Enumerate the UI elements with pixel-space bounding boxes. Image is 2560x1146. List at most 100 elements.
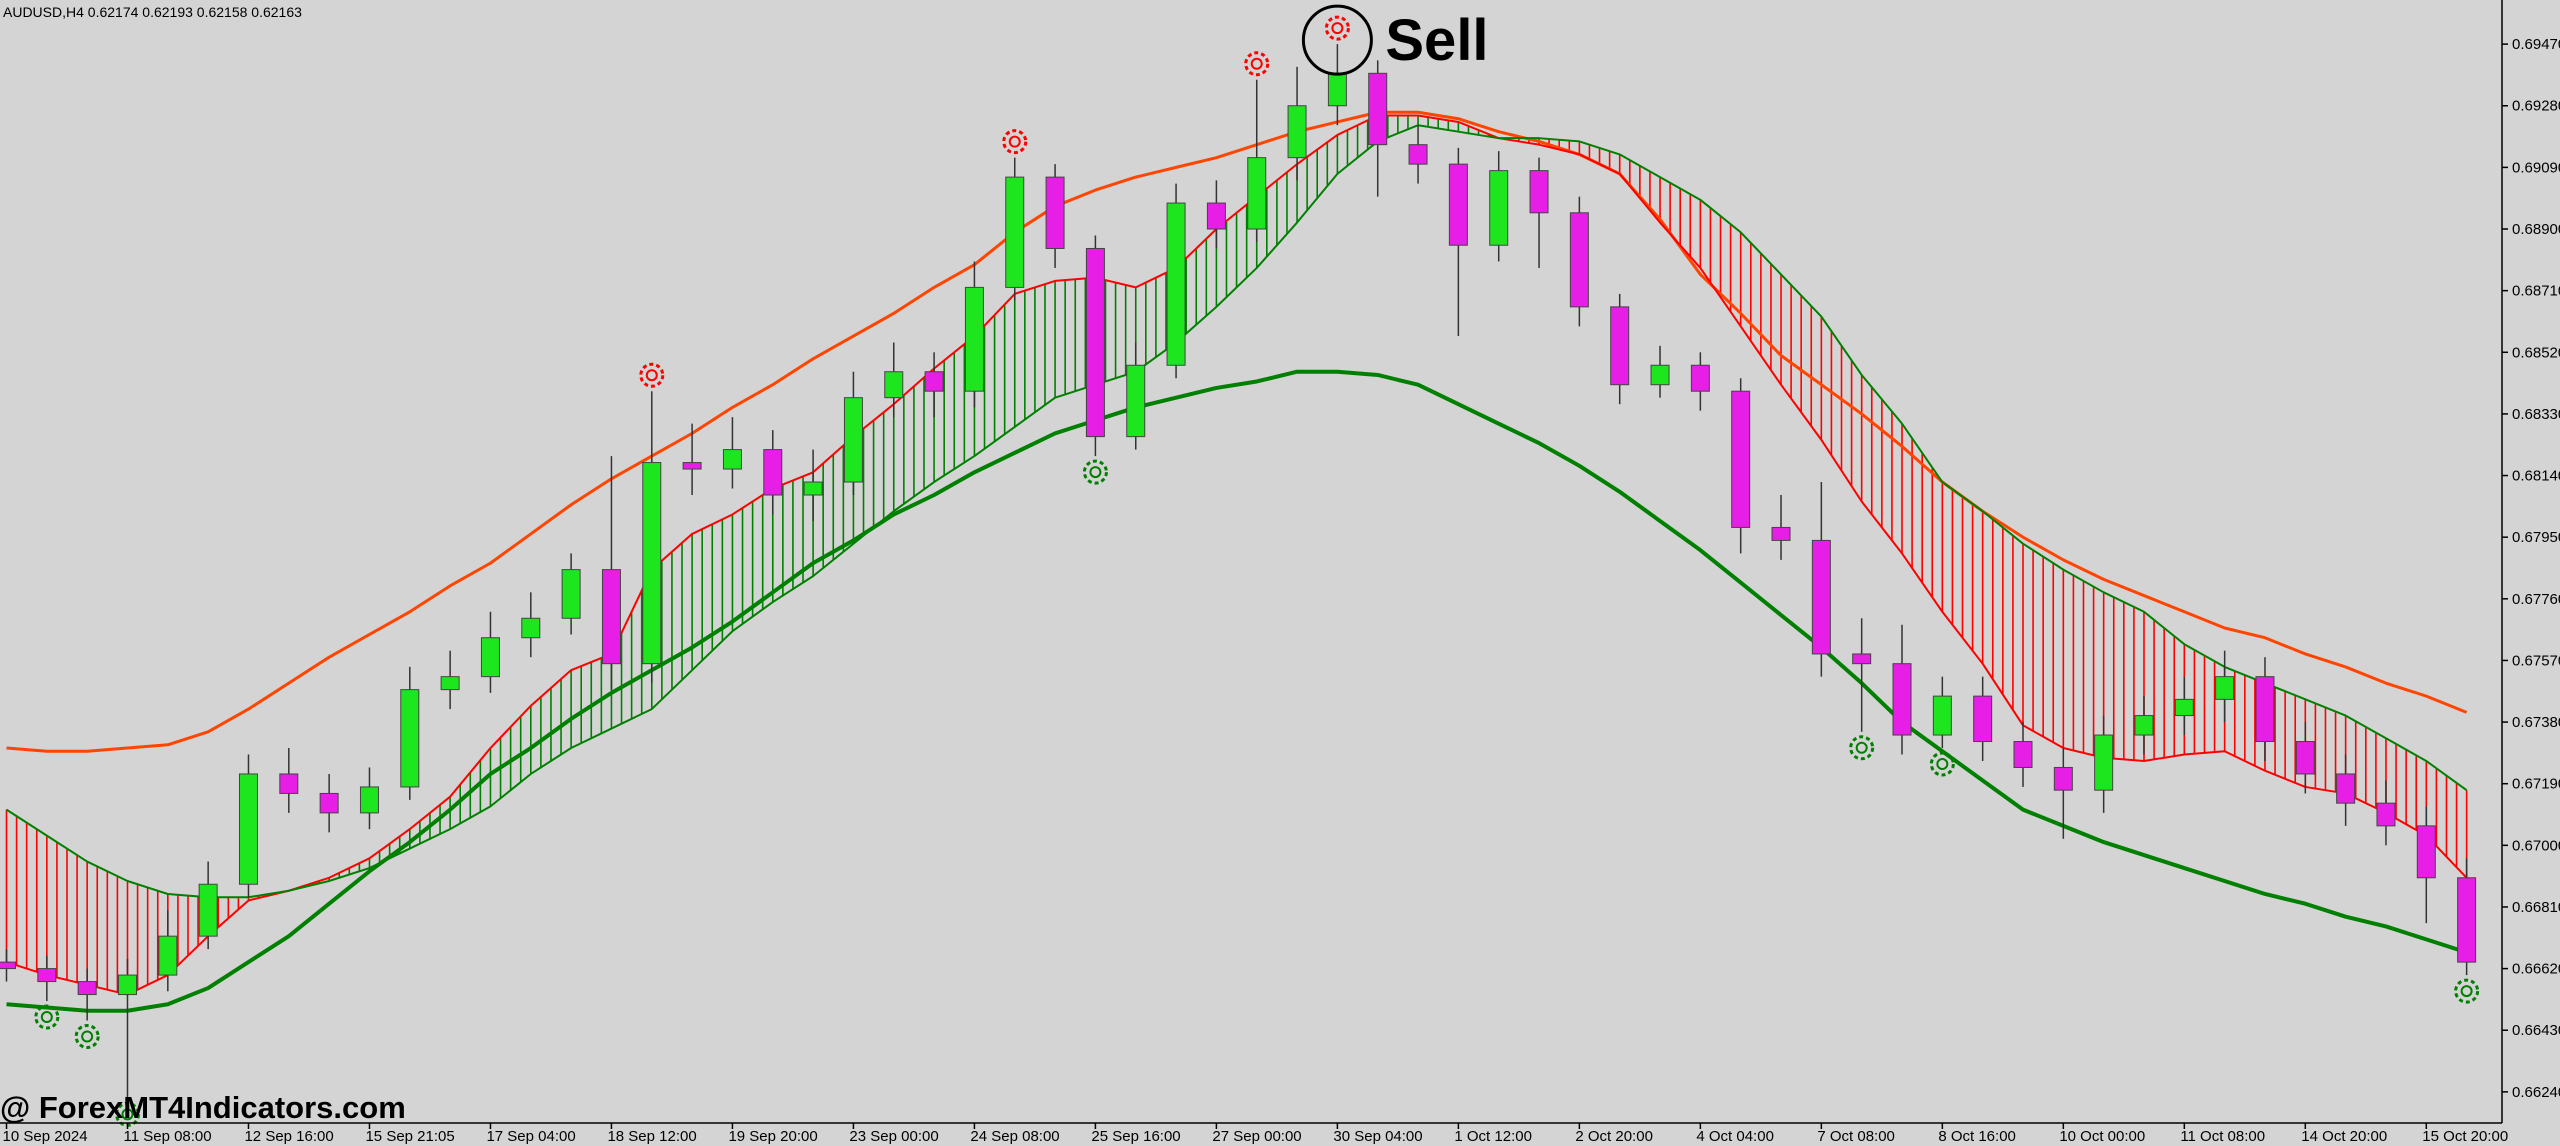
signal-core <box>40 1011 53 1024</box>
candle-body <box>843 397 863 483</box>
candle-body <box>2013 741 2033 768</box>
candle-body <box>2457 877 2477 963</box>
candle-body <box>319 792 339 814</box>
candle-body <box>1489 170 1509 246</box>
candle-body <box>1327 72 1347 107</box>
x-tick-label: 10 Oct 00:00 <box>2059 1128 2145 1145</box>
candle-body <box>1206 202 1226 230</box>
symbol-header: AUDUSD,H4 0.62174 0.62193 0.62158 0.6216… <box>3 4 302 20</box>
signal-ring <box>639 362 665 388</box>
signal-core <box>1331 22 1344 35</box>
signal-marker <box>2454 978 2480 1004</box>
candle-body <box>1569 212 1589 308</box>
candle-body <box>924 371 944 392</box>
signal-core <box>2460 985 2473 998</box>
indicator-line <box>6 114 2468 996</box>
candle-body <box>1973 695 1993 743</box>
candle-body <box>1771 526 1791 541</box>
signal-core <box>1008 135 1021 148</box>
candle-body <box>803 481 823 496</box>
signal-ring <box>1324 15 1350 41</box>
signal-marker <box>74 1023 100 1049</box>
signal-core <box>1250 57 1263 70</box>
candle-body <box>1852 653 1872 665</box>
x-tick-label: 2 Oct 20:00 <box>1575 1128 1653 1145</box>
candle-body <box>0 961 16 970</box>
candle-body <box>2174 698 2194 717</box>
candle-body <box>400 689 420 788</box>
candle-body <box>1529 170 1549 214</box>
annotation-text: Sell <box>1385 8 1488 73</box>
candle-body <box>884 371 904 399</box>
candle-body <box>1005 176 1025 288</box>
candle-body <box>480 637 500 678</box>
candle-body <box>763 449 783 496</box>
annotation-circle <box>1301 4 1373 76</box>
x-tick-label: 24 Sep 08:00 <box>970 1128 1059 1145</box>
candle-body <box>238 773 258 885</box>
candle-body <box>440 676 460 691</box>
candle-body <box>117 974 137 996</box>
candle-body <box>37 968 57 983</box>
x-tick-label: 15 Oct 20:00 <box>2422 1128 2508 1145</box>
signal-core <box>1089 466 1102 479</box>
candle-body <box>1610 306 1630 386</box>
candle-body <box>1247 157 1267 230</box>
indicator-line <box>5 124 2468 899</box>
candle-body <box>561 569 581 619</box>
candle-body <box>77 981 97 996</box>
signal-ring <box>1849 735 1875 761</box>
signal-ring <box>34 1004 60 1030</box>
candle-body <box>198 883 218 937</box>
candle-body <box>1085 247 1105 438</box>
candle-body <box>1126 364 1146 438</box>
candle-body <box>1287 105 1307 159</box>
signal-ring <box>1082 459 1108 485</box>
watermark: @ ForexMT4Indicators.com <box>0 1090 406 1125</box>
x-tick-label: 30 Sep 04:00 <box>1333 1128 1422 1145</box>
candle-body <box>722 449 742 470</box>
signal-marker <box>34 1004 60 1030</box>
candle-body <box>2295 741 2315 775</box>
candle-body <box>1892 663 1912 736</box>
candle-body <box>2336 773 2356 804</box>
signal-ring <box>74 1023 100 1049</box>
x-tick-label: 23 Sep 00:00 <box>849 1128 938 1145</box>
signal-core <box>1936 758 1949 771</box>
candle-body <box>158 935 178 976</box>
candle-body <box>1731 390 1751 528</box>
candle-body <box>1408 144 1428 165</box>
y-tick-label: 0.66240 <box>2512 1084 2560 1101</box>
candle-body <box>1932 695 1952 736</box>
candle-body <box>642 462 662 665</box>
candle-body <box>1650 364 1670 386</box>
candle-body <box>1166 202 1186 366</box>
signal-core <box>1855 741 1868 754</box>
x-tick-label: 14 Oct 20:00 <box>2301 1128 2387 1145</box>
candle-body <box>2416 825 2436 879</box>
signal-marker <box>1002 129 1028 155</box>
signal-ring <box>2454 978 2480 1004</box>
signal-marker <box>1244 51 1270 77</box>
x-tick-label: 12 Sep 16:00 <box>244 1128 333 1145</box>
candle-body <box>2255 676 2275 743</box>
candle-body <box>2134 715 2154 736</box>
x-tick-label: 11 Sep 08:00 <box>123 1128 211 1145</box>
candle-body <box>279 773 299 794</box>
candle-body <box>2215 676 2235 700</box>
candle-body <box>359 786 379 814</box>
signal-core <box>81 1030 94 1043</box>
